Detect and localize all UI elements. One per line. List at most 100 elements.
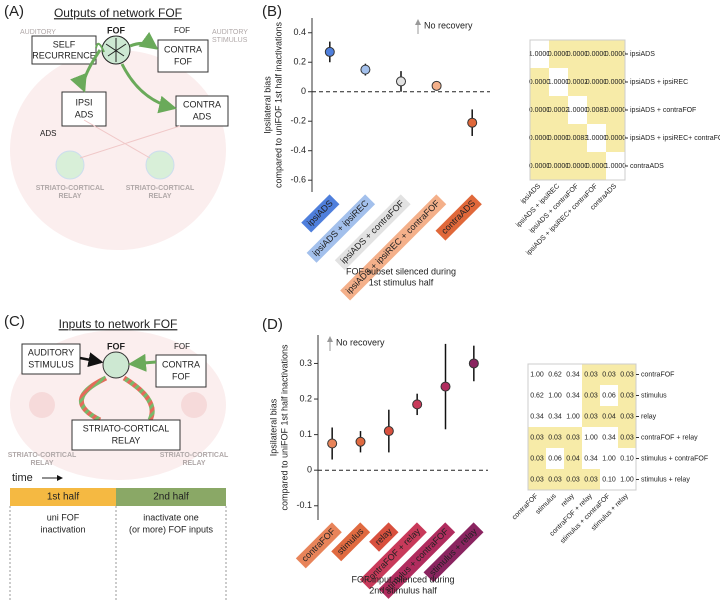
category-tag: contraFOF: [295, 522, 342, 569]
box-label: RECURRENCE: [32, 50, 96, 60]
matrix-value: 0.0000: [548, 51, 570, 58]
box-label: STIMULUS: [28, 359, 74, 369]
faint-label: STIMULUS: [212, 37, 248, 44]
matrix-cell: [582, 406, 600, 427]
matrix-cell: [582, 469, 600, 490]
faint-label: STRIATO-CORTICAL: [160, 452, 229, 459]
faint-label: AUDITORY: [20, 29, 56, 36]
faint-label: AUDITORY: [212, 29, 248, 36]
matrix-value: 1.0000: [605, 163, 627, 170]
y-tick-label: 0.2: [293, 57, 306, 67]
y-tick-label: 0: [301, 86, 306, 96]
faint-label: STRIATO-CORTICAL: [8, 452, 77, 459]
box-label: ADS: [75, 109, 94, 119]
matrix-cell: [549, 68, 568, 96]
matrix-value: 0.03: [602, 371, 616, 378]
row-label: contraFOF: [641, 371, 674, 378]
col-label: contraFOF: [511, 493, 540, 522]
matrix-value: 0.06: [602, 392, 616, 399]
matrix-cell: [600, 385, 618, 406]
arrow: [128, 353, 157, 372]
matrix-cell: [618, 385, 636, 406]
y-tick-label: 0.4: [293, 27, 306, 37]
box-label: AUDITORY: [28, 347, 74, 357]
matrix-cell: [618, 448, 636, 469]
first-half-bar: [10, 488, 116, 506]
y-tick-label: -0.2: [290, 116, 306, 126]
panel-label: (D): [262, 316, 283, 333]
matrix-cell: [582, 364, 600, 385]
timeline: time 1st half 2nd half uni FOF inactivat…: [9, 472, 227, 600]
y-tick-label: 0: [307, 465, 312, 475]
matrix-cell: [549, 40, 568, 68]
matrix-value: 1.00: [548, 392, 562, 399]
x-axis-label: FOF subset silenced during: [346, 266, 456, 276]
desc: inactivate one: [143, 512, 199, 522]
matrix-value: 0.03: [584, 413, 598, 420]
matrix-cell: [549, 152, 568, 180]
matrix-cell: [564, 427, 582, 448]
category-box: [359, 522, 427, 590]
time-label: time: [12, 472, 33, 484]
matrix-cell: [568, 152, 587, 180]
matrix-value: 0.0000: [548, 163, 570, 170]
arrow: [95, 42, 105, 53]
y-axis-label: compared to uniFOF 1st half inactivation…: [273, 21, 283, 188]
category-box: [435, 194, 482, 241]
striped-arrow: [122, 375, 155, 422]
matrix-cell: [530, 96, 549, 124]
annotation: No recovery: [336, 337, 385, 347]
striped-arrow: [78, 375, 108, 423]
matrix-value: 0.04: [566, 455, 580, 462]
diagram-title: Inputs to network FOF: [59, 317, 178, 331]
matrix-value: 0.62: [530, 392, 544, 399]
panel-label: (C): [4, 313, 25, 330]
matrix-value: 0.0000: [586, 79, 608, 86]
matrix-value: 0.10: [620, 455, 634, 462]
matrix-value: 0.03: [584, 476, 598, 483]
box-label: CONTRA: [164, 44, 202, 54]
matrix-cell: [546, 427, 564, 448]
row-label: stimulus: [641, 392, 667, 399]
diagram-c: Inputs to network FOF AUDITORY STIMULUS …: [8, 317, 229, 480]
matrix-cell: [600, 427, 618, 448]
row-label: relay: [641, 413, 657, 420]
faint-label: RELAY: [30, 460, 53, 467]
matrix-cell: [606, 68, 625, 96]
matrix-cell: [528, 406, 546, 427]
matrix-value: 0.03: [620, 392, 634, 399]
y-tick-label: -0.4: [290, 145, 306, 155]
arrow: [129, 31, 159, 50]
faint-label: FOF: [174, 342, 190, 351]
row-label: ipsiADS + ipsiREC: [630, 79, 688, 86]
matrix-value: 0.10: [602, 476, 616, 483]
matrix-cell: [564, 469, 582, 490]
matrix-cell: [568, 96, 587, 124]
connection: [79, 119, 181, 159]
category-tag: ipsiADS + ipsiREC: [306, 194, 376, 263]
matrix-cell: [606, 124, 625, 152]
matrix-value: 0.03: [548, 434, 562, 441]
matrix-cell: [600, 364, 618, 385]
matrix-cell: [546, 406, 564, 427]
matrix-value: 1.00: [602, 455, 616, 462]
matrix-value: 0.04: [602, 413, 616, 420]
box: [155, 354, 207, 388]
point: [360, 64, 371, 75]
y-tick-label: 0.2: [299, 393, 312, 403]
matrix-cell: [546, 448, 564, 469]
category-box: [369, 522, 399, 552]
matrix-cell: [600, 406, 618, 427]
matrix-cell: [546, 364, 564, 385]
desc: inactivation: [40, 524, 85, 534]
matrix-value: 1.00: [620, 476, 634, 483]
box-label: CONTRA: [183, 99, 221, 109]
brain-outline: [10, 50, 226, 250]
faint-label: RELAY: [182, 460, 205, 467]
box: [71, 419, 181, 451]
faint-label: STRIATO-CORTICAL: [36, 185, 105, 192]
network-lines: [105, 38, 127, 62]
matrix-cell: [587, 124, 606, 152]
box-label: FOF: [174, 56, 192, 66]
